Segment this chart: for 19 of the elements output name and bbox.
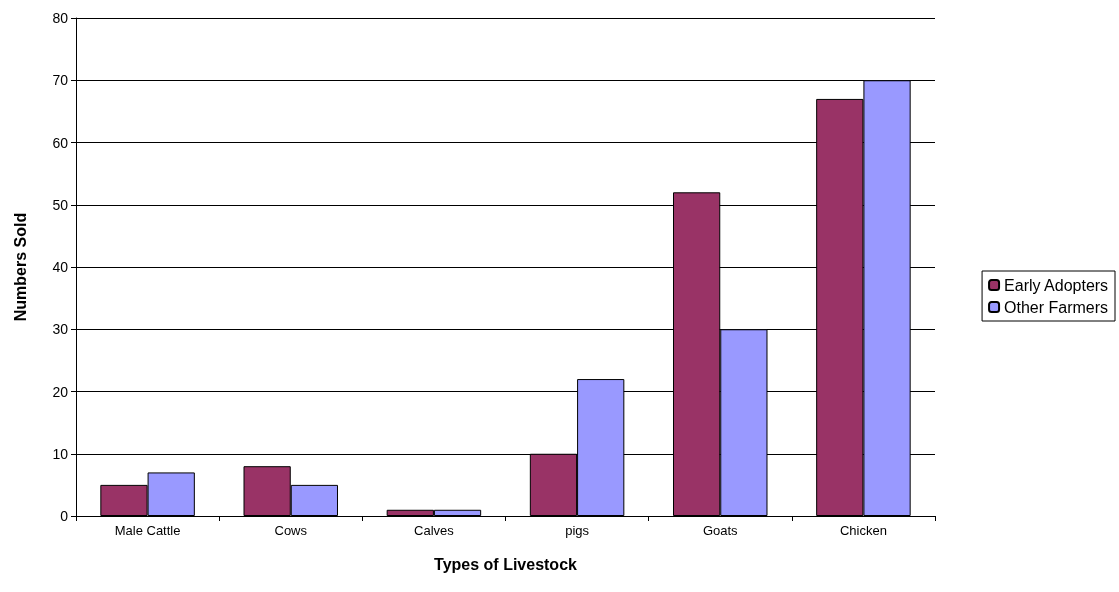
x-tick-label: Calves xyxy=(414,523,455,538)
y-tick-label: 60 xyxy=(52,134,69,151)
y-tick-label: 10 xyxy=(52,445,69,462)
x-axis-title: Types of Livestock xyxy=(434,555,578,573)
y-tick-label: 40 xyxy=(52,259,69,275)
y-tick-label: 30 xyxy=(52,321,69,338)
y-tick-label: 80 xyxy=(52,10,69,26)
y-tick-label: 50 xyxy=(52,196,69,213)
x-tick-label: Goats xyxy=(702,523,739,538)
x-tick-label: Chicken xyxy=(839,523,887,538)
legend-label: Early Adopters xyxy=(1004,276,1109,294)
y-tick-label: 20 xyxy=(52,383,69,400)
x-tick-label: Cows xyxy=(274,523,308,538)
y-axis-title: Numbers Sold xyxy=(11,212,29,322)
x-tick-label: pigs xyxy=(565,523,590,538)
y-tick-label: 70 xyxy=(52,72,69,89)
y-tick-label: 0 xyxy=(60,508,69,524)
x-tick-label: Male Cattle xyxy=(114,523,181,538)
legend-label: Other Farmers xyxy=(1004,298,1109,316)
